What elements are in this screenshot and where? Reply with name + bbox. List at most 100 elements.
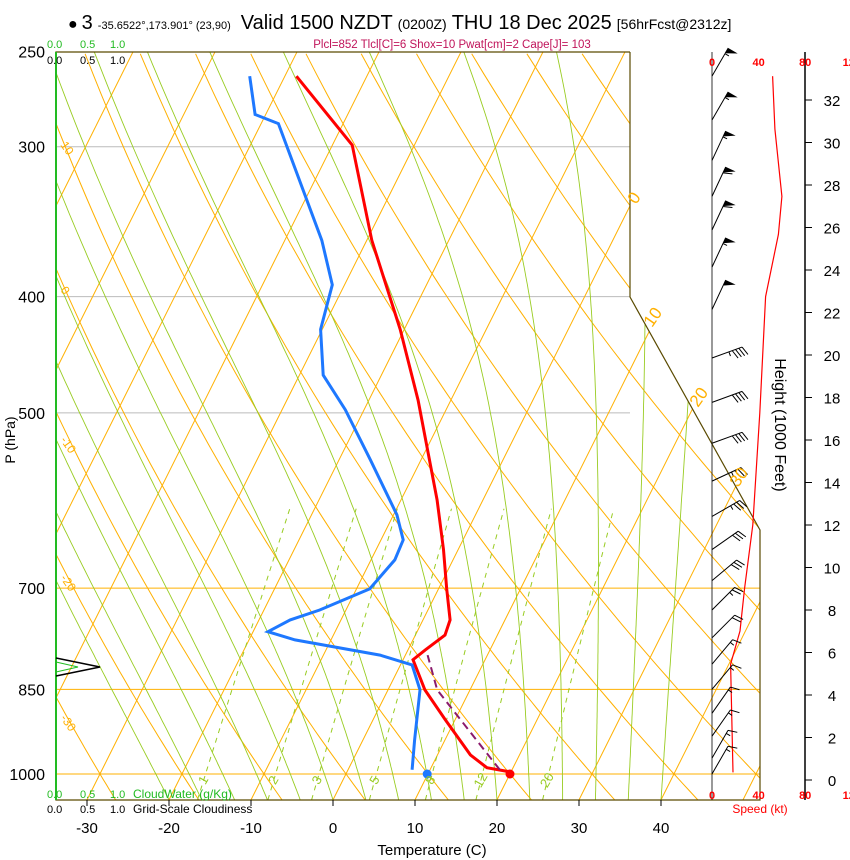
temperature-profile-line: [295, 75, 511, 774]
mixing-ratio-label: 1: [195, 773, 212, 787]
mixing-ratio-line: [368, 508, 452, 800]
labels: 1 2 3 5 8 12 20-30 -20 -10 0 10 20 30 402503004005007…: [9, 45, 850, 837]
height-tick-label: 4: [828, 688, 836, 705]
x-tick-label: 30: [571, 820, 588, 837]
height-tick-label: 24: [824, 263, 841, 280]
cloudiness-tick: 1.0: [110, 804, 125, 816]
height-tick-label: 32: [824, 93, 841, 110]
wind-barb-shape: [711, 47, 738, 77]
wind-barb: [711, 586, 744, 611]
wind-barb: [711, 346, 749, 359]
isotherm-label: 10: [58, 139, 77, 158]
stability-indices: Plcl=852 Tlcl[C]=6 Shox=10 Pwat[cm]=2 Ca…: [313, 39, 591, 51]
height-tick-label: 22: [824, 306, 841, 323]
wind-barb: [711, 664, 742, 690]
forecast-date: THU 18 Dec 2025: [452, 12, 612, 34]
surface-temperature-dot: [505, 769, 515, 779]
wind-barb-shape: [711, 664, 742, 690]
mixing-ratio-line: [542, 508, 615, 800]
wind-barb: [711, 530, 747, 550]
isotherm-label: -30: [58, 712, 80, 735]
cloudwater-tick: 0.5: [80, 789, 95, 801]
height-tick-label: 6: [828, 646, 836, 663]
wind-barb-shape: [711, 559, 745, 582]
x-tick-label: 10: [407, 820, 424, 837]
moist-adiabat-line: [364, 52, 531, 800]
wind-barb-shape: [711, 709, 740, 737]
cloudwater-label: CloudWater (g/Kg): [133, 787, 232, 801]
dry-adiabat-line: [84, 53, 532, 800]
x-tick-label: 40: [653, 820, 670, 837]
mixing-ratio-line: [197, 508, 291, 800]
dry-adiabat-line: [56, 53, 200, 800]
x-tick-label: -20: [158, 820, 180, 837]
wind-barb-shape: [711, 745, 738, 775]
header-line: ● 3 -35.6522°,173.901° (23,90) Valid 1500 N…: [68, 12, 731, 34]
y-axis-title: P (hPa): [2, 416, 18, 463]
wind-barb: [711, 500, 748, 517]
height-tick-label: 12: [824, 518, 841, 535]
wind-barb: [711, 390, 749, 403]
profiles: [248, 75, 515, 779]
cloudwater-tick: 1.0: [110, 39, 125, 51]
cloudwater-spike: [55, 661, 79, 673]
station-marker: ●: [68, 16, 78, 33]
wind-barb-shape: [711, 639, 742, 665]
height-tick-label: 14: [824, 476, 841, 493]
mixing-ratio-line: [311, 508, 398, 800]
isotherm-line: [578, 52, 760, 800]
wind-barb: [711, 559, 745, 582]
cloudiness-tick: 1.0: [110, 55, 125, 67]
dry-adiabat-line: [56, 53, 366, 800]
height-axis-title: Height (1000 Feet): [771, 358, 788, 491]
moist-adiabat-line: [460, 52, 564, 800]
speed-tick-label: 0: [709, 57, 715, 69]
isotherm-line: [496, 52, 760, 800]
isotherm-line: [56, 52, 134, 800]
wind-barb-shape: [711, 91, 738, 121]
isotherm-line: [56, 52, 298, 800]
dry-adiabat-line: [526, 53, 760, 800]
isotherm-line: [56, 52, 216, 800]
utc-time: (0200Z): [398, 16, 447, 32]
mixing-ratio-label: 2: [265, 773, 282, 787]
wind-barb-shape: [711, 467, 748, 482]
plot-frame: [55, 51, 761, 801]
isotherm-line: [168, 52, 544, 800]
cloudwater-tick: 0.0: [47, 39, 62, 51]
wind-barb-shape: [711, 130, 736, 161]
wind-barb: [711, 279, 736, 310]
height-tick-label: 0: [828, 773, 836, 790]
wind-barb-shape: [711, 200, 736, 231]
x-tick-label: -30: [76, 820, 98, 837]
cloudiness-tick: 0.0: [47, 55, 62, 67]
speed-tick-label: 120: [843, 57, 850, 69]
station-number: 3: [82, 12, 93, 34]
dewpoint-profile-line: [248, 75, 422, 770]
dry-adiabat-line: [360, 53, 760, 800]
wind-barb-shape: [711, 166, 736, 197]
isotherm-line: [86, 52, 462, 800]
speed-tick-label: 0: [709, 790, 715, 802]
isotherm-line: [660, 52, 760, 800]
height-tick-label: 8: [828, 603, 836, 620]
moist-adiabat-line: [56, 52, 203, 800]
moist-adiabat-line: [627, 52, 646, 800]
moist-adiabat-line: [143, 52, 432, 800]
wind-barb-shape: [711, 390, 749, 403]
speed-tick-label: 40: [752, 790, 764, 802]
wind-speed-line: [729, 76, 783, 773]
height-tick-label: 2: [828, 731, 836, 748]
mixing-ratio-label: 3: [309, 773, 326, 787]
height-tick-label: 30: [824, 136, 841, 153]
speed-axis-title: Speed (kt): [732, 802, 787, 816]
isotherm-line: [250, 52, 626, 800]
moist-adiabat-line: [56, 52, 170, 800]
dry-adiabat-line: [305, 53, 760, 800]
wind-barb-shape: [711, 237, 736, 268]
wind-barb: [711, 709, 740, 737]
parcel-profile-line: [426, 654, 501, 771]
wind-barb: [711, 686, 740, 714]
moist-adiabat-line: [660, 52, 706, 800]
wind-barb: [711, 639, 742, 665]
